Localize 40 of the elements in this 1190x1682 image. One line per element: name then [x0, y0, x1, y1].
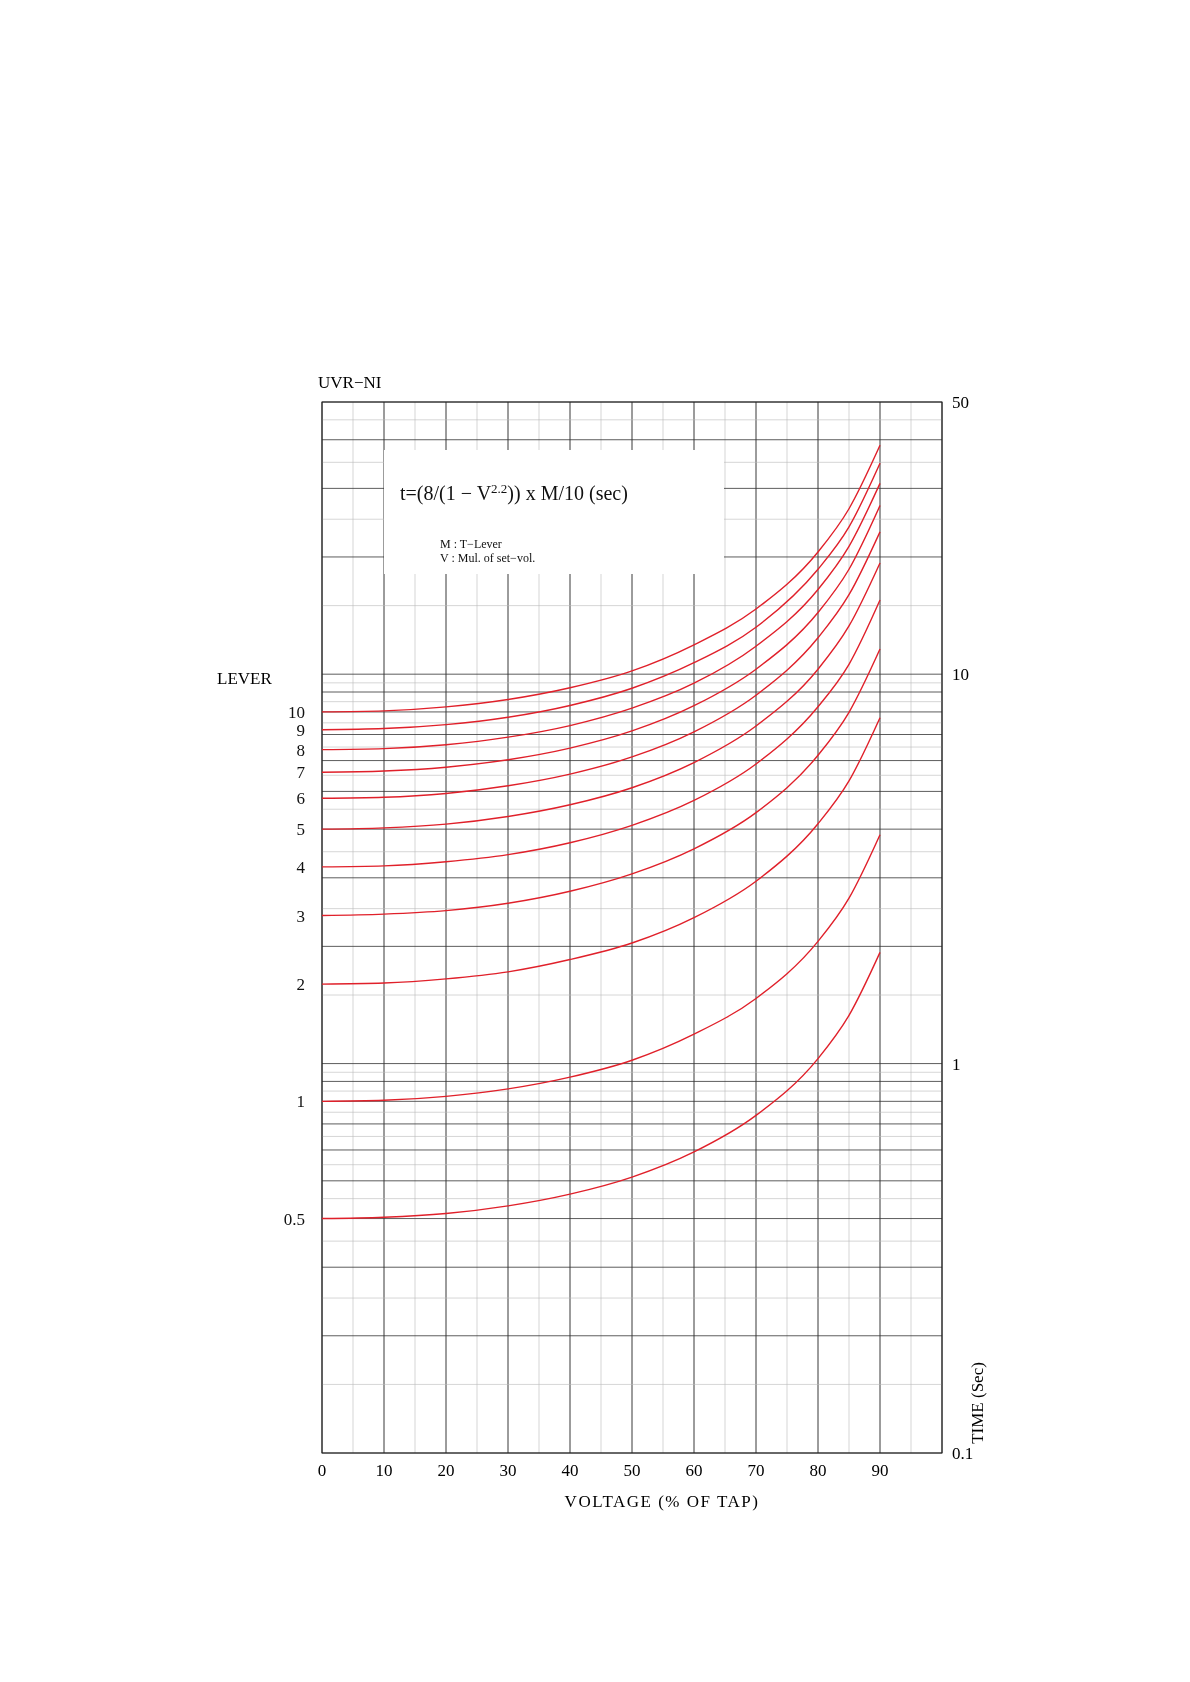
x-tick-label: 90	[871, 1461, 889, 1480]
line-series	[321, 717, 881, 985]
series-label: 2	[296, 975, 305, 995]
line-series	[321, 599, 881, 868]
series-label: 0.5	[283, 1209, 305, 1229]
x-tick-label: 20	[437, 1461, 455, 1480]
series-label: 7	[296, 763, 306, 783]
y-tick-label: 10	[952, 665, 969, 685]
legend-title: LEVER	[217, 668, 273, 688]
y-tick-label: 50	[952, 393, 969, 412]
y-tick-label: 1	[952, 1054, 961, 1074]
series-label: 8	[296, 740, 305, 760]
series-label: 3	[296, 906, 305, 926]
series-label: 9	[296, 720, 305, 740]
annotation: M : T−Lever	[440, 537, 502, 551]
line-series	[321, 504, 881, 773]
x-tick-label: 80	[809, 1461, 827, 1480]
annotation: t=(8/(1 − V$^{2.2}$)) x M/10 (sec)	[400, 480, 628, 505]
annotation: V : Mul. of set−vol.	[440, 551, 536, 565]
y-tick-label: 0.1	[952, 1444, 974, 1463]
line-series	[321, 951, 881, 1220]
series-label: 1	[296, 1092, 305, 1112]
line-series	[321, 562, 881, 830]
x-tick-label: 50	[623, 1461, 641, 1480]
chart-title: UVR−NI	[318, 373, 382, 392]
line-series	[321, 531, 881, 800]
series-label: 5	[296, 820, 305, 840]
x-tick-label: 60	[685, 1461, 703, 1480]
series-label: 10	[288, 702, 305, 722]
x-tick-label: 70	[747, 1461, 765, 1480]
line-series	[321, 834, 881, 1103]
line-series	[321, 648, 881, 917]
x-tick-label: 30	[499, 1461, 517, 1480]
series-label: 6	[296, 789, 305, 809]
x-tick-label: 10	[375, 1461, 393, 1480]
x-tick-label: 40	[561, 1461, 579, 1480]
y-axis-title: TIME (Sec)	[968, 1362, 987, 1444]
x-axis-title: VOLTAGE (% OF TAP)	[564, 1492, 760, 1511]
x-tick-label: 0	[317, 1461, 327, 1480]
series-label: 4	[296, 857, 306, 877]
